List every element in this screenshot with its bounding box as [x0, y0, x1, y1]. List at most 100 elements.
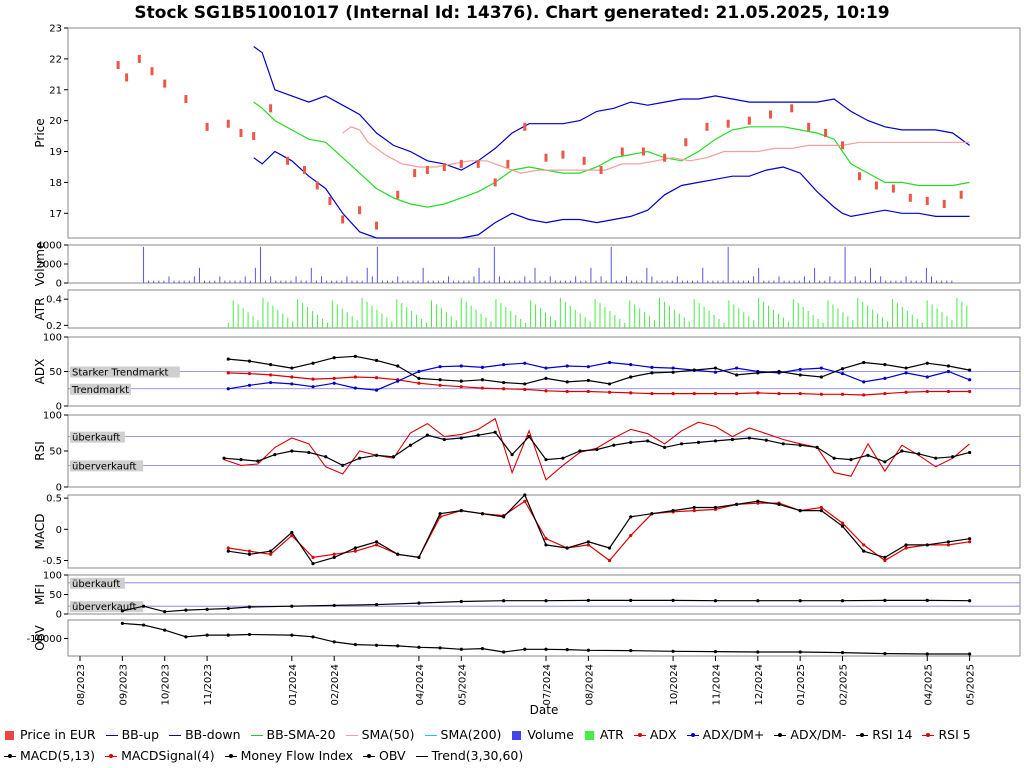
x-tick-label: 02/2025 [839, 664, 850, 706]
mfi-series-point [459, 599, 463, 604]
legend-item: Trend(3,30,60) [415, 745, 523, 766]
macd-signal-series-point [607, 558, 612, 563]
price-tick-label: 18 [49, 178, 62, 189]
macd-series-point [671, 508, 675, 513]
price-candle [874, 181, 878, 190]
x-tick-label: 10/2023 [161, 664, 172, 706]
mfi-series-point [883, 598, 887, 602]
adx-dm-minus-series-point [946, 364, 951, 368]
legend-symbol [424, 730, 437, 740]
adx-dm-minus-series-point [502, 380, 506, 385]
legend-item: OBV [362, 745, 406, 766]
obv-series-point [374, 643, 379, 647]
macd-series-point [607, 546, 612, 550]
adx-dm-minus-series-point [904, 366, 908, 370]
mfi-series [120, 598, 972, 614]
macd-signal-series-point [586, 543, 590, 547]
adx-dm-minus-series-point [459, 379, 463, 383]
legend: Price in EUR BB-up BB-down BB-SMA-20 SMA(50)… [0, 724, 1024, 768]
adx-dm-minus-series-point [269, 363, 273, 367]
macd-signal-series-point [311, 555, 315, 559]
adx-dm-minus-series-point [353, 354, 357, 358]
price-candle [747, 116, 751, 125]
price-tick-label: 19 [49, 147, 62, 158]
price-candle [442, 162, 446, 171]
x-tick-label: 08/2023 [76, 664, 87, 706]
rsi-14-series-point [527, 435, 531, 439]
adx-dm-plus-series-point [883, 376, 887, 380]
obv-series-point [544, 647, 548, 651]
adx-dm-plus-series [226, 360, 972, 392]
obv-series-point [480, 646, 485, 651]
legend-symbol [4, 751, 16, 761]
macd-series-point [396, 552, 400, 556]
bb-up-series-line [253, 46, 970, 171]
rsi-14-series-point [358, 456, 362, 460]
price-candle [663, 153, 667, 162]
legend-item: ADX/DM- [774, 724, 846, 745]
adx-series [226, 371, 972, 397]
adx-dm-minus-series-point [735, 373, 739, 377]
adx-series-point [629, 391, 633, 395]
adx-series-point [968, 389, 972, 394]
adx-series-point [269, 373, 273, 377]
adx-dm-minus-series-point [756, 371, 760, 375]
rsi-14-series-point [832, 456, 836, 460]
rsi-reference-label-bg [70, 460, 144, 472]
rsi-14-series-point [612, 443, 616, 447]
x-tick-label: 04/2025 [923, 664, 934, 706]
price-candle [925, 196, 929, 205]
mfi-reference-label: überverkauft [72, 602, 137, 613]
rsi-14-series-point [679, 442, 684, 446]
rsi-14-series-point [510, 453, 514, 457]
adx-dm-plus-series-point [735, 366, 739, 370]
adx-dm-minus-series-point [374, 358, 379, 363]
macd-series-point [544, 543, 548, 547]
adx-dm-plus-series-point [226, 387, 230, 391]
adx-dm-plus-series-point [353, 386, 357, 390]
legend-item: MACD(5,13) [4, 745, 95, 766]
adx-dm-plus-series-point [862, 380, 866, 384]
rsi-14-series-point [747, 436, 751, 440]
adx-dm-minus-series-point [968, 368, 972, 372]
adx-dm-minus-series-point [290, 366, 294, 370]
price-candle [413, 169, 417, 178]
macd-series-point [502, 515, 506, 519]
mfi-tick-label: 50 [49, 590, 62, 601]
bb-sma-20-series-line [253, 101, 970, 208]
macd-signal-series-point [290, 533, 294, 538]
adx-dm-plus-series-point [713, 370, 718, 374]
rsi-14-series-point [273, 453, 277, 457]
mfi-series-point [713, 599, 718, 603]
legend-label: MACD(5,13) [20, 748, 96, 763]
price-candle [239, 129, 243, 137]
obv-series-point [523, 647, 527, 651]
adx-dm-plus-series-point [417, 369, 421, 374]
macd-series-point [332, 555, 336, 559]
adx-series-point [904, 390, 908, 394]
mfi-series-point [205, 607, 209, 611]
macd-series-point [353, 546, 357, 550]
volume-tick-label: 0 [56, 279, 62, 290]
adx-series-point [777, 391, 781, 396]
stock-chart: Stock SG1B51001017 (Internal Id: 14376).… [27, 3, 1021, 717]
volume-tick-label: 2000 [37, 260, 62, 271]
legend-item: ADX/DM+ [686, 724, 764, 745]
macd-series-point [650, 512, 654, 516]
price-candle [303, 166, 307, 175]
rsi-reference-label-bg [70, 431, 125, 443]
legend-label: SMA(50) [361, 727, 415, 742]
adx-dm-minus-series-point [925, 361, 929, 365]
macd-series-point [883, 555, 887, 559]
rsi-14-series-point [730, 437, 735, 442]
macd-signal-series-point [946, 543, 951, 547]
macd-series-point [840, 524, 845, 528]
price-candle [493, 178, 497, 187]
rsi-tick-label: 0 [56, 483, 62, 494]
legend-label: ADX [649, 727, 677, 742]
macd-series-point [777, 502, 781, 506]
adx-dm-minus-series-point [544, 376, 548, 380]
legend-label: Volume [527, 727, 574, 742]
obv-series-point [925, 652, 929, 656]
macd-series-point [629, 515, 633, 519]
